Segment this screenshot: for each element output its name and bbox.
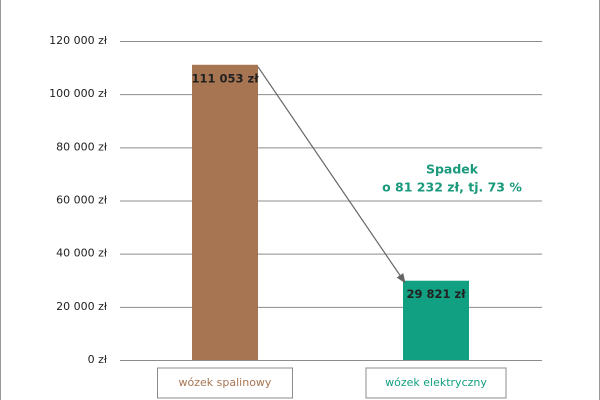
x-tick-label: wózek elektryczny <box>385 376 487 389</box>
y-tick-label: 100 000 zł <box>49 87 108 100</box>
value-label: 111 053 zł <box>192 71 260 85</box>
value-label: 29 821 zł <box>407 287 467 301</box>
annotation: Spadek <box>426 162 479 177</box>
y-tick-label: 60 000 zł <box>56 194 108 207</box>
y-tick-label: 20 000 zł <box>56 300 108 313</box>
annotation: o 81 232 zł, tj. 73 % <box>382 180 522 195</box>
category-box <box>157 367 293 399</box>
y-tick-label: 40 000 zł <box>56 247 108 260</box>
x-tick-label: wózek spalinowy <box>179 376 272 389</box>
arrow <box>257 66 406 284</box>
bar <box>192 64 258 360</box>
category-box <box>365 367 507 399</box>
bar <box>403 280 469 360</box>
y-tick-label: 80 000 zł <box>56 140 108 153</box>
y-tick-label: 0 zł <box>88 353 108 366</box>
y-tick-label: 120 000 zł <box>49 34 108 47</box>
